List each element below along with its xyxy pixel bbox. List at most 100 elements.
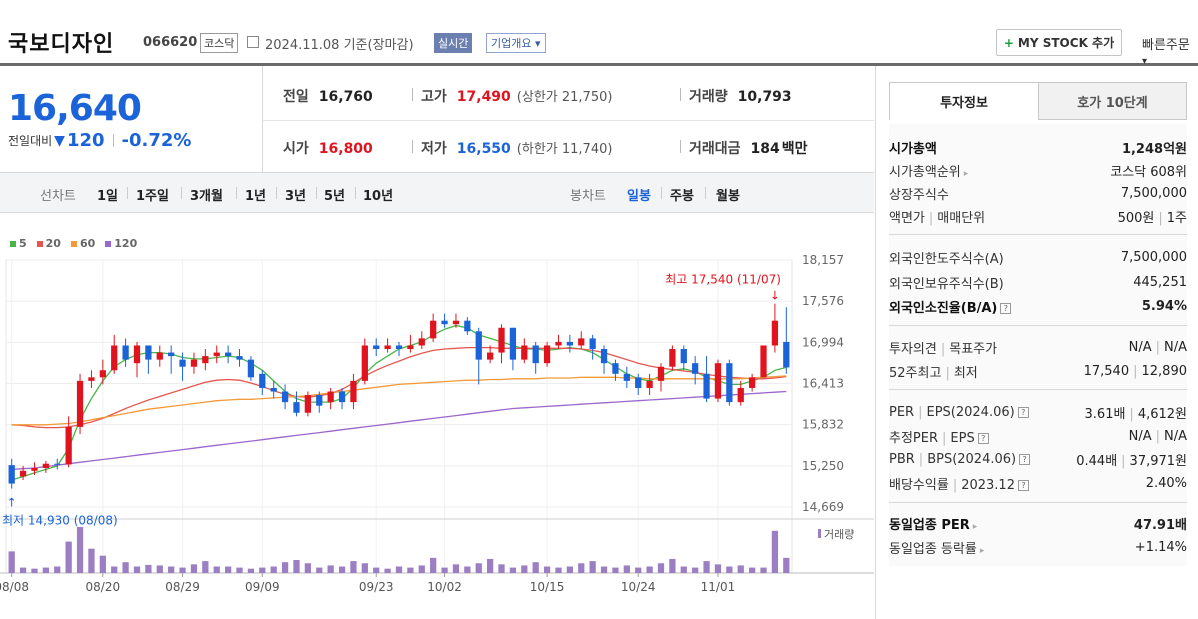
- volume-bar: [726, 566, 733, 573]
- candle-body: [726, 363, 733, 403]
- candle-body: [19, 470, 27, 477]
- volume-bar: [737, 565, 744, 573]
- quick-order-button[interactable]: 빠른주문 ▾: [1142, 38, 1190, 67]
- dividend-row: 배당수익률 | 2023.12? 2.40%: [889, 475, 1187, 493]
- info-tabs: 투자정보 호가 10단계: [889, 82, 1187, 120]
- volume-bar: [361, 563, 368, 573]
- period-1d[interactable]: 1일: [97, 189, 119, 204]
- x-tick-label: 08/08: [0, 580, 29, 594]
- candle-body: [680, 349, 687, 364]
- candle-body: [657, 366, 665, 381]
- period-5y[interactable]: 5년: [324, 189, 346, 204]
- candle-body: [475, 331, 482, 360]
- my-stock-add-button[interactable]: + MY STOCK 추가: [996, 29, 1122, 56]
- help-icon[interactable]: ?: [977, 432, 989, 444]
- change-value: 120: [66, 130, 105, 151]
- stock-name: 국보디자인: [8, 32, 115, 57]
- price-summary: 16,640 전일대비 ▼ 120 -0.72% 전일 16,760 고가 17,4…: [0, 66, 874, 173]
- candle-body: [133, 345, 141, 364]
- help-icon[interactable]: ?: [1017, 479, 1029, 491]
- volume-bar: [498, 564, 505, 573]
- volume-bar: [384, 568, 391, 573]
- period-10y[interactable]: 10년: [363, 189, 394, 204]
- volume-bar: [612, 567, 619, 573]
- volume-bar: [509, 567, 517, 573]
- low-price: 저가 16,550 (하한가 11,740): [412, 138, 612, 158]
- period-1w[interactable]: 1주일: [136, 189, 169, 204]
- candle-body: [783, 341, 790, 368]
- period-weekly[interactable]: 주봉: [670, 189, 694, 204]
- volume-bar: [657, 563, 665, 573]
- help-icon[interactable]: ?: [1017, 406, 1029, 418]
- candle-body: [623, 373, 630, 381]
- x-tick-label: 09/09: [245, 580, 280, 594]
- volume-bar: [270, 566, 277, 573]
- volume-bar: [327, 565, 334, 573]
- high-arrow-icon: ↓: [770, 289, 780, 303]
- candle-body: [156, 352, 163, 360]
- current-price: 16,640: [8, 88, 142, 129]
- prev-close: 전일 16,760: [283, 89, 373, 105]
- volume-bar: [430, 557, 437, 573]
- candle-chart-label: 봉차트: [570, 189, 606, 204]
- market-cap-row: 시가총액 1,248억원: [889, 141, 1187, 157]
- week52-row: 52주최고 | 최저 17,540 | 12,890: [889, 363, 1187, 381]
- price-chart[interactable]: 5 20 60 120 18,157 17,576 16,994 16,413 15,8…: [0, 213, 874, 619]
- candle-body: [612, 363, 619, 374]
- line-chart-label: 선차트: [40, 189, 76, 204]
- volume-bar: [555, 567, 562, 573]
- tab-orderbook-10[interactable]: 호가 10단계: [1038, 82, 1187, 120]
- volume-bar: [88, 548, 95, 573]
- market-cap-rank-row[interactable]: 시가총액순위 ▸ 코스닥 608위: [889, 164, 1187, 180]
- volume-bar: [190, 564, 198, 573]
- volume-bar: [8, 551, 15, 573]
- candle-body: [771, 320, 779, 346]
- volume-bar: [293, 560, 300, 573]
- help-icon[interactable]: ?: [1000, 302, 1012, 314]
- volume-bar: [703, 561, 710, 573]
- period-1y[interactable]: 1년: [245, 189, 267, 204]
- opinion-row: 투자의견 | 목표주가 N/A | N/A: [889, 339, 1187, 357]
- volume-bar: [54, 566, 61, 573]
- candle-body: [555, 341, 562, 346]
- foreign-hold-row: 외국인보유주식수(B) 445,251: [889, 274, 1187, 292]
- volume-bar: [31, 568, 38, 573]
- volume-bar: [168, 566, 175, 573]
- period-3y[interactable]: 3년: [285, 189, 307, 204]
- candle-body: [224, 352, 232, 357]
- industry-per-row[interactable]: 동일업종 PER ▸ 47.91배: [889, 517, 1187, 533]
- legend-ma5: 5: [10, 237, 27, 250]
- candle-body: [42, 463, 50, 468]
- help-icon[interactable]: ?: [1019, 453, 1031, 465]
- ma-legend: 5 20 60 120: [10, 237, 137, 250]
- period-monthly[interactable]: 월봉: [716, 189, 740, 204]
- listed-shares-row: 상장주식수 7,500,000: [889, 185, 1187, 203]
- y-tick-label: 14,669: [802, 500, 844, 514]
- candle-body: [247, 359, 255, 378]
- est-per-row: 추정PER | EPS? N/A | N/A: [889, 428, 1187, 446]
- volume-bar: [521, 565, 528, 573]
- change-row: 전일대비 ▼ 120 -0.72%: [8, 130, 191, 151]
- investment-info-panel: 투자정보 호가 10단계 시가총액 1,248억원 시가총액순위 ▸ 코스닥 608위…: [875, 66, 1198, 619]
- period-daily[interactable]: 일봉: [627, 189, 651, 204]
- candle-body: [486, 352, 494, 360]
- company-overview-dropdown[interactable]: 기업개요 ▾: [486, 33, 546, 53]
- realtime-button[interactable]: 실시간: [434, 33, 473, 53]
- period-3m[interactable]: 3개월: [190, 189, 223, 204]
- candle-body: [384, 345, 391, 350]
- candle-body: [281, 391, 289, 403]
- x-tick-label: 10/24: [621, 580, 656, 594]
- candle-body: [395, 345, 403, 350]
- x-tick-label: 09/23: [359, 580, 394, 594]
- volume-bar: [156, 565, 163, 573]
- y-tick-label: 15,250: [802, 459, 844, 473]
- volume-bar: [475, 563, 482, 573]
- industry-rate-row[interactable]: 동일업종 등락률 ▸ +1.14%: [889, 539, 1187, 557]
- tab-investment-info[interactable]: 투자정보: [889, 82, 1039, 120]
- volume-bar: [19, 567, 27, 573]
- base-date: 2024.11.08 기준(장마감): [265, 38, 414, 53]
- candle-body: [748, 377, 756, 388]
- y-tick-label: 18,157: [802, 253, 844, 267]
- volume-bar: [179, 567, 186, 573]
